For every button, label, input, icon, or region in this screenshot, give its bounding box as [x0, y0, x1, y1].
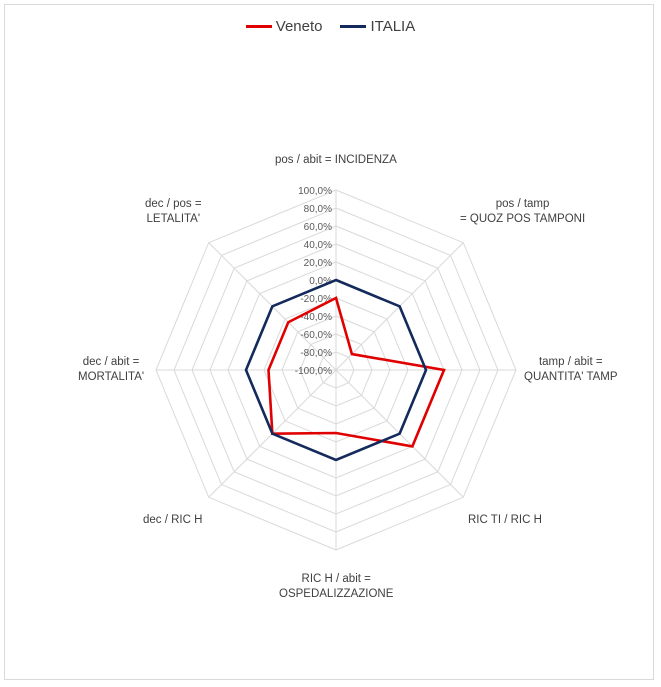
axis-label: dec / pos = LETALITA' [145, 197, 202, 227]
axis-label: dec / RIC H [143, 513, 202, 528]
radial-tick-label: -60,0% [300, 330, 332, 341]
legend-swatch-veneto [245, 25, 272, 28]
radial-tick-label: 20,0% [304, 258, 332, 269]
axis-label-line: RIC TI / RIC H [468, 514, 542, 526]
radial-tick-label: 60,0% [304, 222, 332, 233]
chart-frame [4, 4, 654, 680]
legend-item-veneto: Veneto [245, 18, 323, 35]
legend-label-italia: ITALIA [370, 18, 416, 35]
axis-label: RIC TI / RIC H [468, 513, 542, 528]
series-line-veneto [267, 296, 446, 448]
axis-label-line: pos / abit = INCIDENZA [275, 154, 397, 166]
radial-tick-label: -80,0% [300, 348, 332, 359]
radial-tick-label: 40,0% [304, 240, 332, 251]
axis-label-line: RIC H / abit = [301, 573, 371, 585]
radial-tick-label: 80,0% [304, 204, 332, 215]
legend: Veneto ITALIA [0, 18, 661, 35]
axis-label-line: = QUOZ POS TAMPONI [460, 213, 586, 225]
axis-label-line: pos / tamp [495, 198, 550, 210]
series-line-italia [244, 278, 428, 462]
axis-label: dec / abit = MORTALITA' [78, 355, 144, 385]
radial-tick-label: 100,0% [298, 186, 332, 197]
axis-label-line: tamp / abit = [538, 356, 603, 368]
axis-label: tamp / abit = QUANTITA' TAMP [524, 355, 618, 385]
axis-label: pos / abit = INCIDENZA [275, 153, 397, 168]
legend-swatch-italia [340, 25, 367, 28]
axis-label-line: OSPEDALIZZAZIONE [279, 588, 394, 600]
legend-label-veneto: Veneto [275, 18, 323, 35]
axis-label-line: dec / abit = [82, 356, 140, 368]
axis-label: RIC H / abit = OSPEDALIZZAZIONE [279, 572, 393, 602]
radial-tick-label: -100,0% [295, 366, 332, 377]
radial-tick-label: 0,0% [309, 276, 332, 287]
legend-item-italia: ITALIA [340, 18, 415, 35]
axis-label: pos / tamp = QUOZ POS TAMPONI [460, 197, 585, 227]
axis-label-line: MORTALITA' [78, 371, 145, 383]
radial-tick-label: -40,0% [300, 312, 332, 323]
radial-tick-label: -20,0% [300, 294, 332, 305]
axis-label-line: dec / pos = [145, 198, 202, 210]
axis-label-line: dec / RIC H [143, 514, 203, 526]
axis-label-line: LETALITA' [146, 213, 201, 225]
axis-label-line: QUANTITA' TAMP [524, 371, 618, 383]
